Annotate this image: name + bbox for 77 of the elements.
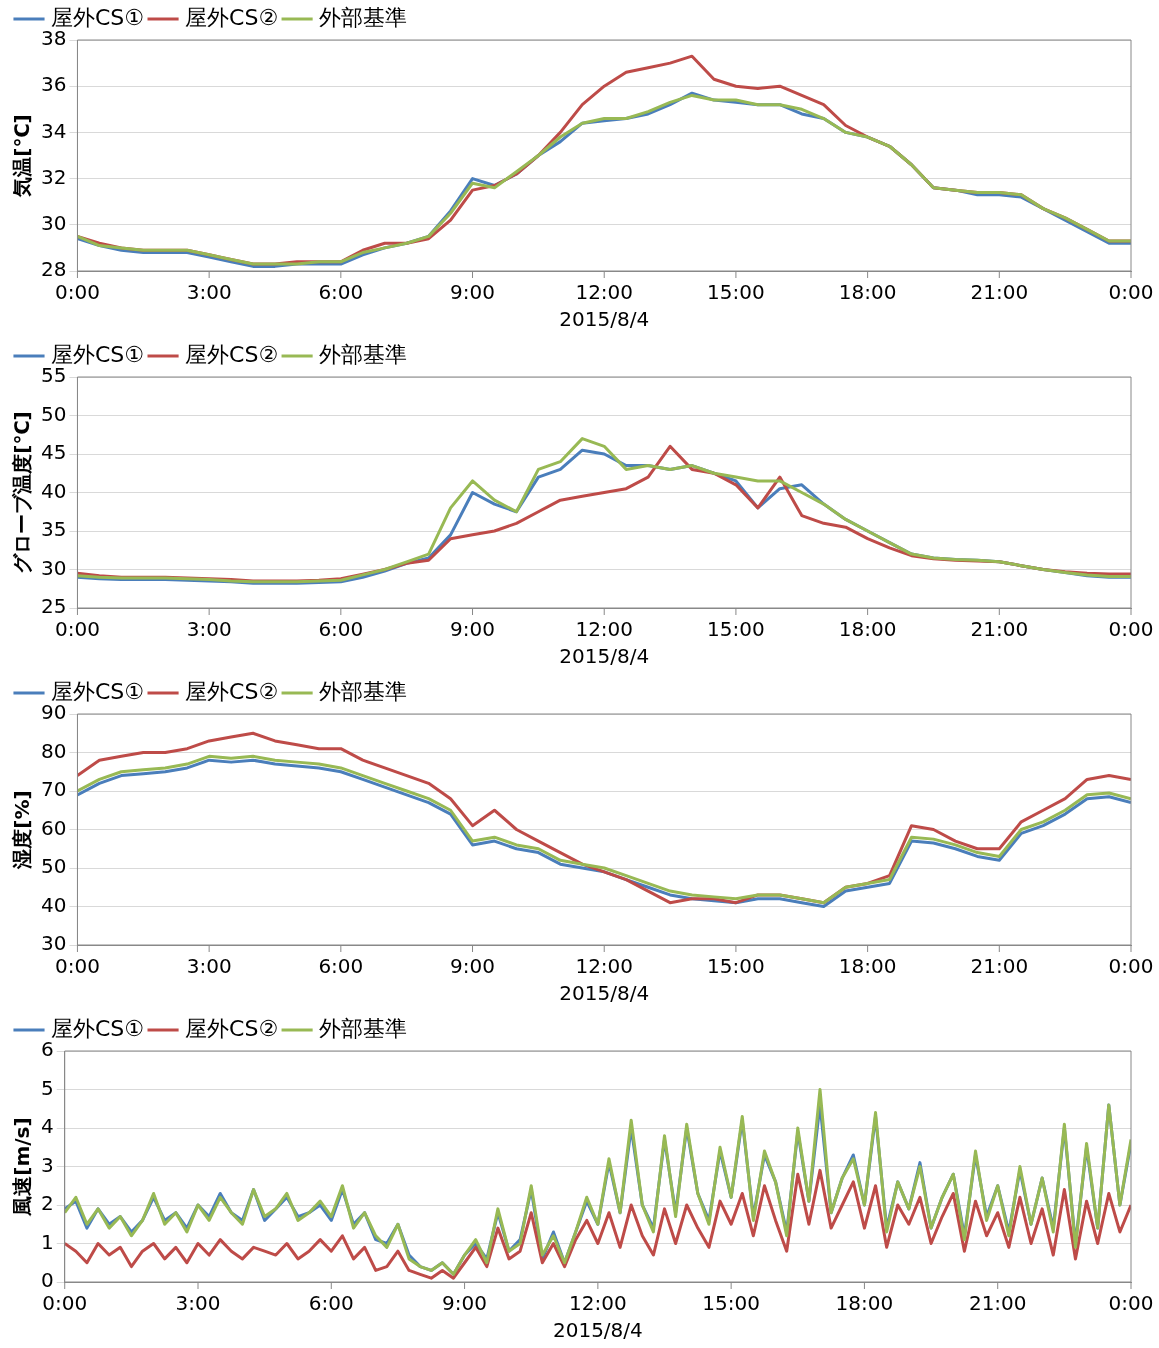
x-tick-label: 6:00: [318, 617, 364, 642]
y-axis-title: 風速[m/s]: [10, 1117, 35, 1217]
y-tick-label: 6: [40, 1037, 54, 1062]
x-tick-label: 21:00: [970, 954, 1029, 979]
x-tick-label: 6:00: [318, 280, 364, 305]
x-tick-label: 0:00: [54, 954, 100, 979]
x-tick-label: 9:00: [450, 280, 495, 305]
x-axis-title: 2015/8/4: [559, 644, 650, 669]
x-tick-label: 0:00: [1108, 617, 1154, 642]
y-tick-label: 4: [40, 1114, 54, 1139]
y-tick-label: 2: [40, 1191, 54, 1216]
x-tick-label: 12:00: [569, 1291, 627, 1316]
y-tick-label: 30: [41, 555, 67, 580]
x-tick-label: 0:00: [54, 617, 100, 642]
x-tick-label: 18:00: [838, 617, 897, 642]
y-tick-label: 30: [41, 931, 67, 956]
y-tick-label: 3: [40, 1152, 54, 1177]
y-tick-label: 28: [41, 257, 67, 282]
legend-label: 屋外CS②: [185, 1015, 279, 1041]
y-tick-label: 70: [41, 777, 67, 802]
x-tick-label: 3:00: [175, 1291, 221, 1316]
y-tick-label: 80: [41, 738, 67, 763]
x-axis-title: 2015/8/4: [552, 1318, 643, 1343]
x-tick-label: 0:00: [54, 280, 100, 305]
y-tick-label: 40: [41, 892, 67, 917]
legend-label: 外部基準: [319, 341, 408, 367]
y-tick-label: 60: [41, 815, 67, 840]
legend-label: 屋外CS②: [185, 341, 279, 367]
x-tick-label: 21:00: [970, 617, 1029, 642]
y-tick-label: 34: [41, 118, 67, 143]
x-tick-label: 18:00: [838, 280, 897, 305]
x-tick-label: 0:00: [1108, 954, 1154, 979]
x-tick-label: 3:00: [186, 954, 232, 979]
y-tick-label: 36: [41, 72, 67, 97]
legend-label: 外部基準: [319, 678, 408, 704]
x-tick-label: 12:00: [575, 954, 634, 979]
x-tick-label: 9:00: [450, 617, 495, 642]
y-tick-label: 30: [41, 211, 67, 235]
x-tick-label: 3:00: [186, 617, 232, 642]
x-axis-title: 2015/8/4: [559, 981, 650, 1006]
y-tick-label: 40: [41, 478, 67, 503]
x-tick-label: 15:00: [707, 617, 765, 642]
y-tick-label: 32: [41, 164, 67, 189]
y-tick-label: 35: [41, 517, 67, 542]
y-tick-label: 50: [41, 854, 67, 879]
x-tick-label: 6:00: [318, 954, 364, 979]
x-tick-label: 0:00: [42, 1291, 88, 1316]
x-tick-label: 15:00: [707, 954, 765, 979]
x-tick-label: 6:00: [308, 1291, 354, 1316]
x-tick-label: 15:00: [702, 1291, 760, 1316]
y-tick-label: 45: [41, 440, 67, 465]
x-axis-title: 2015/8/4: [559, 307, 650, 332]
x-tick-label: 15:00: [707, 280, 765, 305]
y-tick-label: 5: [40, 1075, 54, 1100]
y-tick-label: 0: [40, 1268, 54, 1293]
legend-label: 屋外CS①: [51, 1015, 145, 1041]
y-tick-label: 50: [41, 401, 67, 426]
x-tick-label: 12:00: [575, 280, 634, 305]
y-axis-title: 湿度[%]: [10, 790, 35, 870]
x-tick-label: 3:00: [186, 280, 232, 305]
y-tick-label: 25: [41, 594, 67, 619]
y-axis-title: グローブ温度[℃]: [10, 411, 35, 574]
x-tick-label: 9:00: [442, 1291, 488, 1316]
x-tick-label: 18:00: [838, 954, 897, 979]
legend-label: 屋外CS②: [185, 4, 279, 30]
x-tick-label: 0:00: [1108, 1291, 1154, 1316]
legend-label: 外部基準: [319, 4, 408, 30]
x-tick-label: 21:00: [970, 280, 1029, 305]
x-tick-label: 18:00: [835, 1291, 894, 1316]
legend-label: 屋外CS②: [185, 678, 279, 704]
y-tick-label: 1: [40, 1229, 54, 1254]
x-tick-label: 9:00: [450, 954, 495, 979]
x-tick-label: 21:00: [968, 1291, 1027, 1316]
x-tick-label: 12:00: [575, 617, 634, 642]
x-tick-label: 0:00: [1108, 280, 1154, 305]
legend-label: 外部基準: [319, 1015, 408, 1041]
y-axis-title: 気温[℃]: [10, 114, 35, 198]
